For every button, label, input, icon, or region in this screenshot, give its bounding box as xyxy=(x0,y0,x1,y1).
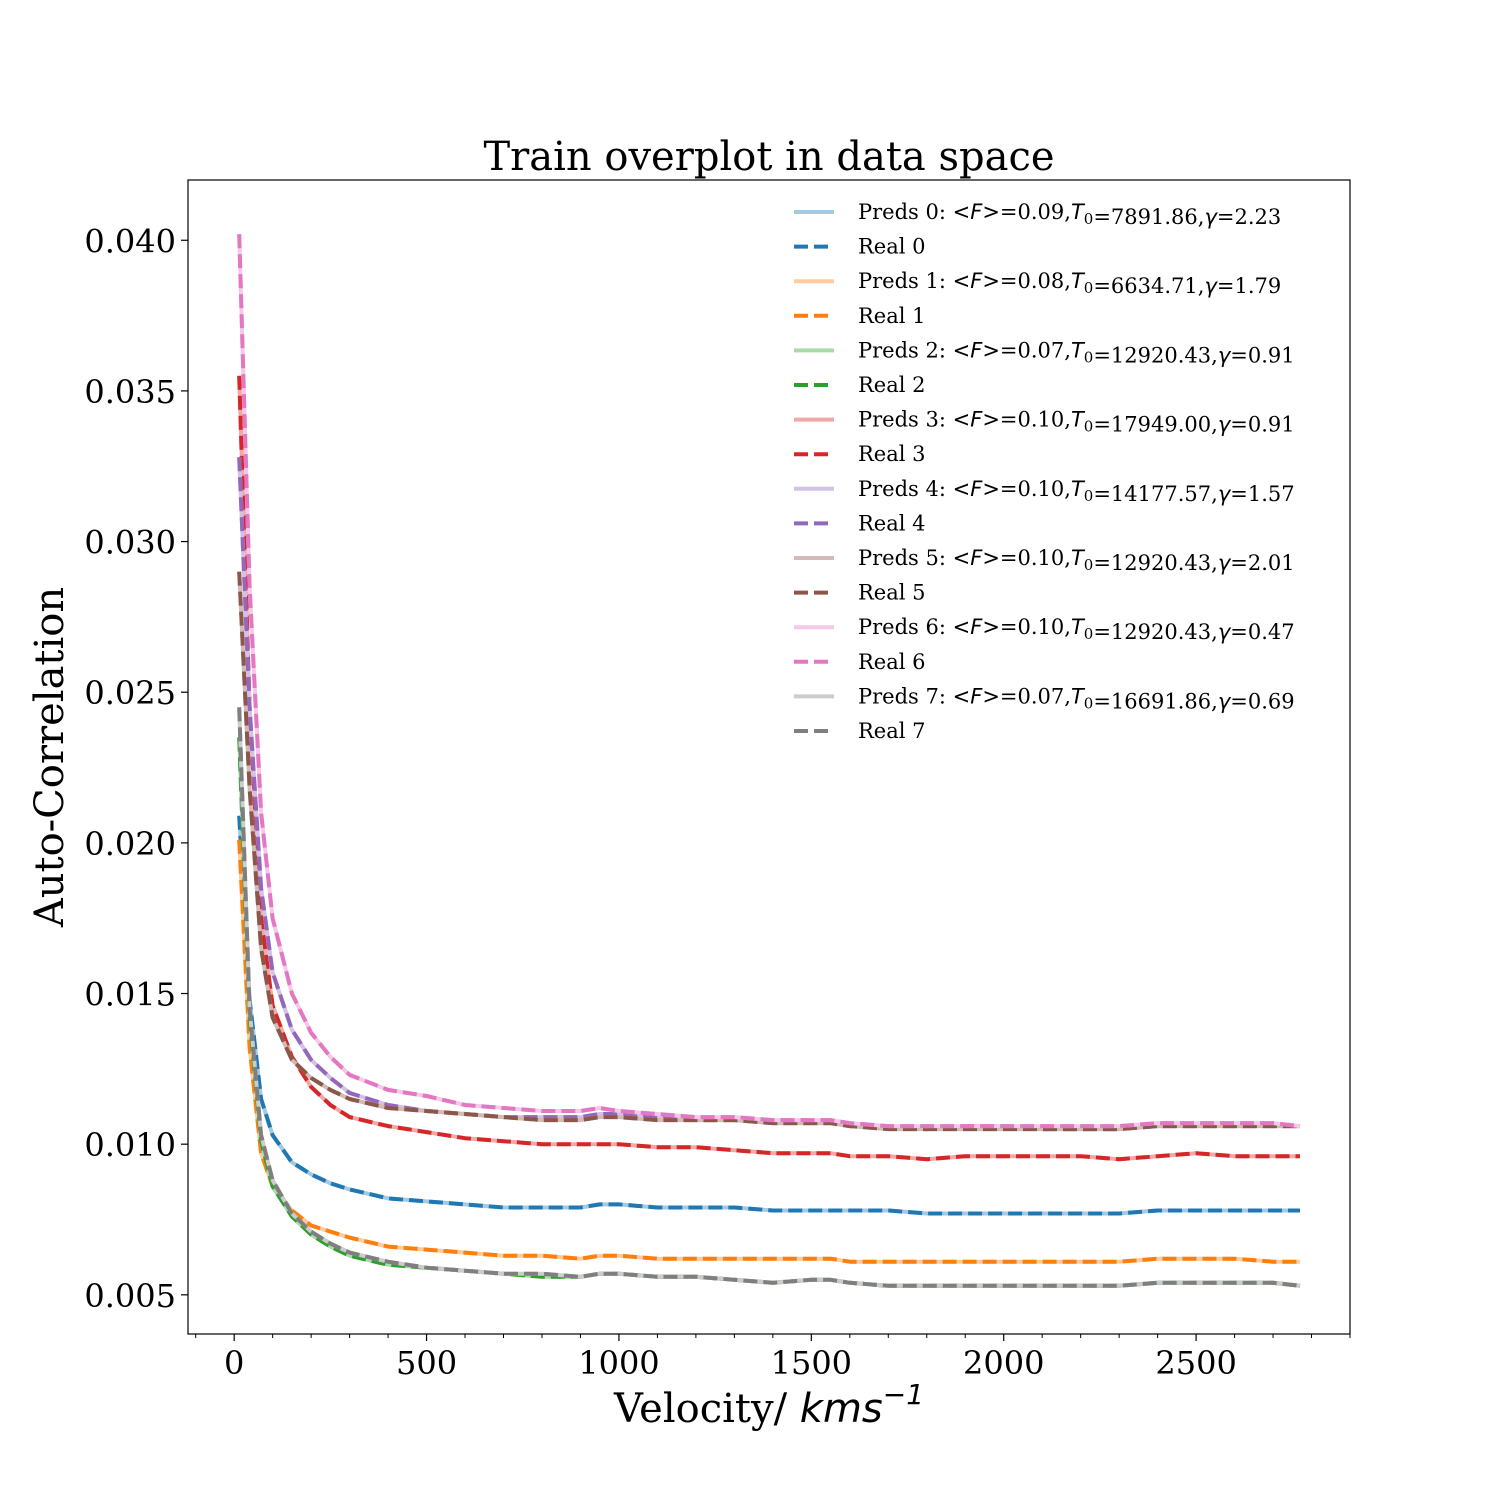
y-tick-label: 0.025 xyxy=(84,674,176,712)
legend-entry: Preds 0: <F>=0.09,T0=7891.86,γ=2.23 xyxy=(858,200,1281,229)
legend-entry: Preds 6: <F>=0.10,T0=12920.43,γ=0.47 xyxy=(858,615,1295,644)
x-tick-label: 500 xyxy=(396,1344,457,1382)
legend-entry: Real 0 xyxy=(858,235,926,259)
y-tick-label: 0.030 xyxy=(84,524,176,562)
series-line-real-7 xyxy=(237,707,1301,1288)
y-tick-label: 0.040 xyxy=(84,222,176,260)
plot-frame xyxy=(187,179,1351,1335)
series-line-preds-3 xyxy=(237,375,1300,1162)
x-tick-label: 1000 xyxy=(578,1344,659,1382)
legend-entry: Real 5 xyxy=(858,581,926,605)
legend-entry: Real 1 xyxy=(858,304,926,328)
series-layer xyxy=(237,234,1301,1288)
legend-entry: Preds 5: <F>=0.10,T0=12920.43,γ=2.01 xyxy=(858,546,1295,575)
legend-entry: Real 3 xyxy=(858,442,926,466)
legend-entry: Preds 1: <F>=0.08,T0=6634.71,γ=1.79 xyxy=(858,269,1281,298)
series-line-real-5 xyxy=(237,571,1300,1132)
legend-entry: Real 4 xyxy=(858,511,926,535)
series-line-real-1 xyxy=(237,839,1300,1264)
x-axis-label-unit: kms xyxy=(800,1386,883,1432)
x-tick-label: 2000 xyxy=(963,1344,1044,1382)
x-axis-label-exponent: −1 xyxy=(883,1378,924,1411)
legend-entry: Real 2 xyxy=(858,373,926,397)
series-line-real-6 xyxy=(237,234,1301,1129)
y-axis-ticks: 0.005 0.010 0.015 0.020 0.025 0.030 0.035 0.040 xyxy=(84,222,188,1315)
y-tick-label: 0.005 xyxy=(84,1277,176,1315)
x-tick-label: 0 xyxy=(224,1344,244,1382)
x-tick-label: 1500 xyxy=(771,1344,852,1382)
y-tick-label: 0.015 xyxy=(84,976,176,1014)
x-tick-label: 2500 xyxy=(1155,1344,1236,1382)
legend-entry: Real 6 xyxy=(858,650,926,674)
legend-entry: Preds 2: <F>=0.07,T0=12920.43,γ=0.91 xyxy=(858,338,1295,367)
legend-entry: Preds 3: <F>=0.10,T0=17949.00,γ=0.91 xyxy=(858,408,1295,437)
x-axis-label: Velocity/ kms−1 xyxy=(613,1378,924,1432)
y-axis-label: Auto-Correlation xyxy=(27,587,73,928)
y-tick-label: 0.010 xyxy=(84,1126,176,1164)
y-tick-label: 0.035 xyxy=(84,373,176,411)
x-axis-ticks: 0 500 1000 1500 2000 2500 xyxy=(195,1334,1351,1382)
x-axis-label-text: Velocity/ xyxy=(613,1386,800,1432)
legend-entry: Preds 7: <F>=0.07,T0=16691.86,γ=0.69 xyxy=(858,684,1295,713)
legend-entry: Real 7 xyxy=(858,719,926,743)
y-tick-label: 0.020 xyxy=(84,825,176,863)
series-line-real-0 xyxy=(237,815,1300,1216)
chart-title: Train overplot in data space xyxy=(483,134,1054,180)
legend: Preds 0: <F>=0.09,T0=7891.86,γ=2.23 Real … xyxy=(794,200,1295,743)
legend-entry: Preds 4: <F>=0.10,T0=14177.57,γ=1.57 xyxy=(858,477,1295,506)
